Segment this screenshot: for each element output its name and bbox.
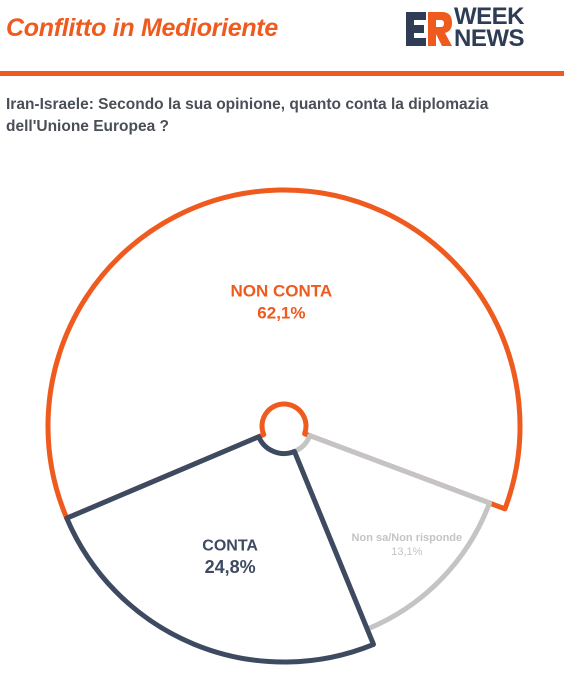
weeknews-logo: WEEK NEWS — [402, 3, 562, 56]
page-title: Conflitto in Medioriente — [6, 14, 278, 42]
pie-slice-non-conta — [45, 187, 523, 521]
survey-question: Iran-Israele: Secondo la sua opinione, q… — [6, 96, 489, 135]
pie-slice-non-sa-non-risponde — [291, 433, 492, 632]
slice-value-label: 62,1% — [257, 304, 305, 323]
slice-label: Non sa/Non risponde — [352, 532, 463, 544]
slice-value-label: 24,8% — [205, 557, 256, 577]
logo-word-week: WEEK — [454, 3, 525, 30]
slice-label: CONTA — [202, 538, 258, 555]
header-divider — [0, 71, 564, 76]
er-logo-mark — [406, 12, 452, 46]
logo-wordmark: WEEK NEWS — [454, 3, 525, 52]
slice-label: NON CONTA — [231, 282, 333, 301]
logo-word-news: NEWS — [454, 25, 525, 52]
pie-slice-conta — [64, 434, 376, 665]
slice-value-label: 13,1% — [391, 546, 422, 558]
